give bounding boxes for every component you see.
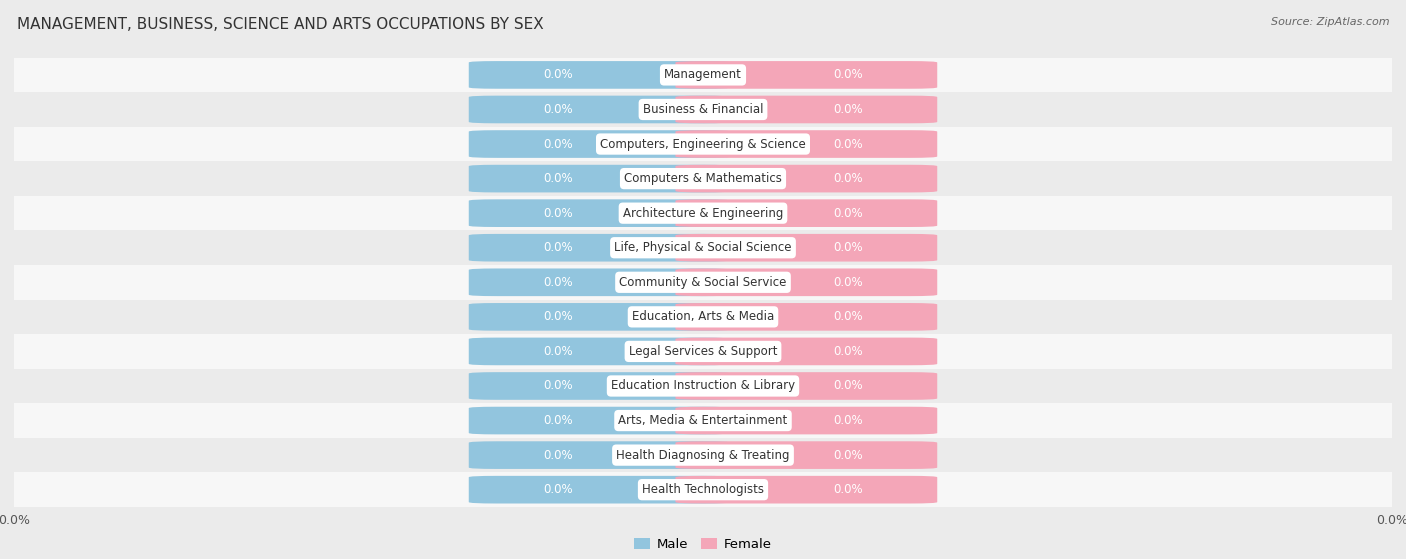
Text: 0.0%: 0.0% — [832, 68, 862, 82]
Text: MANAGEMENT, BUSINESS, SCIENCE AND ARTS OCCUPATIONS BY SEX: MANAGEMENT, BUSINESS, SCIENCE AND ARTS O… — [17, 17, 544, 32]
FancyBboxPatch shape — [675, 268, 938, 296]
FancyBboxPatch shape — [675, 338, 938, 365]
Text: 0.0%: 0.0% — [544, 276, 574, 289]
Text: 0.0%: 0.0% — [832, 380, 862, 392]
FancyBboxPatch shape — [468, 268, 731, 296]
FancyBboxPatch shape — [14, 196, 1392, 230]
FancyBboxPatch shape — [468, 303, 731, 331]
Text: 0.0%: 0.0% — [544, 138, 574, 150]
Text: Architecture & Engineering: Architecture & Engineering — [623, 207, 783, 220]
FancyBboxPatch shape — [675, 303, 938, 331]
Text: 0.0%: 0.0% — [544, 345, 574, 358]
Text: 0.0%: 0.0% — [832, 138, 862, 150]
FancyBboxPatch shape — [14, 92, 1392, 127]
FancyBboxPatch shape — [14, 162, 1392, 196]
FancyBboxPatch shape — [14, 230, 1392, 265]
FancyBboxPatch shape — [468, 130, 731, 158]
Text: 0.0%: 0.0% — [832, 449, 862, 462]
FancyBboxPatch shape — [468, 372, 731, 400]
FancyBboxPatch shape — [468, 234, 731, 262]
Text: 0.0%: 0.0% — [544, 380, 574, 392]
FancyBboxPatch shape — [468, 200, 731, 227]
Text: Management: Management — [664, 68, 742, 82]
Text: 0.0%: 0.0% — [544, 483, 574, 496]
Text: 0.0%: 0.0% — [544, 241, 574, 254]
FancyBboxPatch shape — [675, 130, 938, 158]
FancyBboxPatch shape — [675, 200, 938, 227]
Text: 0.0%: 0.0% — [832, 345, 862, 358]
Text: 0.0%: 0.0% — [832, 103, 862, 116]
Text: Arts, Media & Entertainment: Arts, Media & Entertainment — [619, 414, 787, 427]
FancyBboxPatch shape — [675, 372, 938, 400]
Text: 0.0%: 0.0% — [832, 172, 862, 185]
Text: Business & Financial: Business & Financial — [643, 103, 763, 116]
Legend: Male, Female: Male, Female — [628, 533, 778, 556]
Text: 0.0%: 0.0% — [544, 68, 574, 82]
FancyBboxPatch shape — [468, 165, 731, 192]
Text: 0.0%: 0.0% — [832, 207, 862, 220]
FancyBboxPatch shape — [675, 61, 938, 89]
Text: 0.0%: 0.0% — [832, 241, 862, 254]
FancyBboxPatch shape — [468, 476, 731, 504]
FancyBboxPatch shape — [675, 96, 938, 124]
FancyBboxPatch shape — [468, 96, 731, 124]
FancyBboxPatch shape — [14, 265, 1392, 300]
Text: Health Diagnosing & Treating: Health Diagnosing & Treating — [616, 449, 790, 462]
Text: 0.0%: 0.0% — [832, 276, 862, 289]
FancyBboxPatch shape — [14, 58, 1392, 92]
Text: 0.0%: 0.0% — [832, 414, 862, 427]
FancyBboxPatch shape — [675, 476, 938, 504]
Text: Life, Physical & Social Science: Life, Physical & Social Science — [614, 241, 792, 254]
Text: 0.0%: 0.0% — [544, 449, 574, 462]
Text: 0.0%: 0.0% — [544, 310, 574, 323]
Text: 0.0%: 0.0% — [832, 483, 862, 496]
Text: 0.0%: 0.0% — [832, 310, 862, 323]
Text: 0.0%: 0.0% — [544, 172, 574, 185]
FancyBboxPatch shape — [14, 403, 1392, 438]
FancyBboxPatch shape — [468, 61, 731, 89]
Text: Source: ZipAtlas.com: Source: ZipAtlas.com — [1271, 17, 1389, 27]
FancyBboxPatch shape — [675, 407, 938, 434]
Text: Health Technologists: Health Technologists — [643, 483, 763, 496]
FancyBboxPatch shape — [675, 441, 938, 469]
Text: 0.0%: 0.0% — [544, 414, 574, 427]
Text: 0.0%: 0.0% — [544, 207, 574, 220]
FancyBboxPatch shape — [468, 407, 731, 434]
Text: Education, Arts & Media: Education, Arts & Media — [631, 310, 775, 323]
Text: Computers, Engineering & Science: Computers, Engineering & Science — [600, 138, 806, 150]
FancyBboxPatch shape — [14, 472, 1392, 507]
Text: Community & Social Service: Community & Social Service — [619, 276, 787, 289]
FancyBboxPatch shape — [468, 338, 731, 365]
FancyBboxPatch shape — [468, 441, 731, 469]
FancyBboxPatch shape — [14, 334, 1392, 369]
FancyBboxPatch shape — [14, 300, 1392, 334]
Text: 0.0%: 0.0% — [544, 103, 574, 116]
FancyBboxPatch shape — [675, 234, 938, 262]
FancyBboxPatch shape — [14, 369, 1392, 403]
FancyBboxPatch shape — [14, 127, 1392, 162]
Text: Education Instruction & Library: Education Instruction & Library — [612, 380, 794, 392]
FancyBboxPatch shape — [14, 438, 1392, 472]
Text: Computers & Mathematics: Computers & Mathematics — [624, 172, 782, 185]
Text: Legal Services & Support: Legal Services & Support — [628, 345, 778, 358]
FancyBboxPatch shape — [675, 165, 938, 192]
